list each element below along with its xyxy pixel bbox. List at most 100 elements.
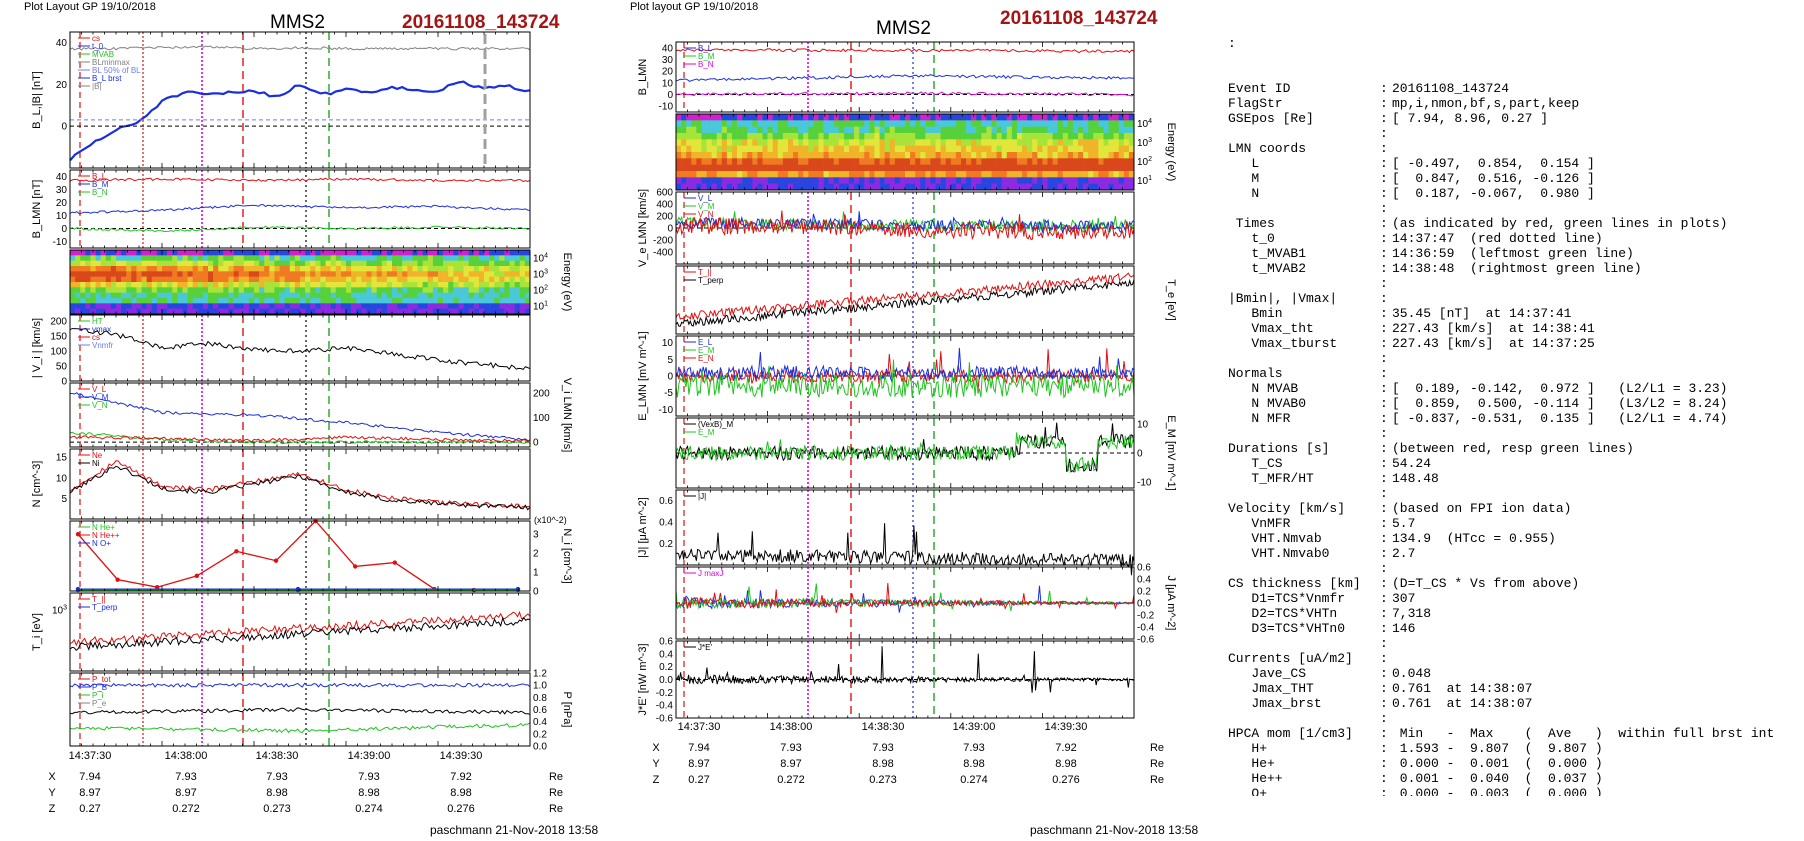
right-panel-10-cell	[1128, 133, 1135, 140]
right-panel-10-cell	[686, 158, 692, 165]
right-panel-10-cell	[1047, 171, 1053, 178]
param-separator: :	[1380, 546, 1388, 561]
right-panel-10-cell	[1072, 126, 1079, 134]
left-panel-2-cell	[146, 260, 153, 267]
right-panel-10-cell	[1118, 164, 1125, 172]
right-panel-10-cell	[1067, 164, 1074, 172]
right-panel-10-cell	[726, 139, 733, 146]
right-panel-10-cell	[798, 158, 804, 165]
left-panel-2-cell	[167, 308, 173, 315]
left-panel-2-cell	[75, 276, 81, 283]
right-panel-10-cell	[996, 171, 1002, 178]
left-panel-2-cell	[131, 276, 137, 283]
right-panel-10-cell	[1072, 152, 1079, 159]
left-panel-2-cell	[478, 308, 485, 315]
left-orbit-value: 0.27	[79, 803, 100, 815]
right-panel-10-cell	[1022, 183, 1028, 191]
left-panel-2-cell	[90, 282, 96, 288]
left-panel-2-cell	[100, 271, 107, 277]
right-panel-10-cell	[1047, 177, 1053, 184]
left-panel-2-cell	[192, 298, 199, 304]
left-panel-2-cell	[70, 260, 76, 267]
right-panel-10-cell	[859, 145, 865, 153]
left-panel-2-cell	[412, 271, 418, 277]
right-panel-10-cell	[854, 183, 860, 191]
left-panel-2-cell	[156, 308, 163, 315]
right-panel-10-cell	[925, 133, 931, 140]
left-panel-2-cell	[499, 298, 505, 304]
left-panel-2-cell	[458, 298, 464, 304]
left-panel-2-cell	[141, 255, 147, 261]
right-panel-10-cell	[818, 177, 824, 184]
right-panel-10-cell	[915, 171, 921, 178]
left-panel-2-cell	[248, 255, 255, 261]
right-panel-10-cell	[742, 152, 748, 159]
left-panel-2-cell	[443, 292, 449, 299]
right-panel-10-cell	[1027, 133, 1033, 140]
left-panel-2-cell	[315, 276, 321, 283]
left-panel-2-cell	[238, 255, 245, 261]
left-panel-2-cell	[320, 287, 326, 293]
right-panel-11-ytick: -200	[653, 236, 673, 247]
right-panel-10-cell	[874, 145, 880, 153]
left-panel-2-cell	[238, 308, 245, 315]
right-panel-10-cell	[1103, 164, 1109, 172]
right-panel-10-cell	[869, 139, 875, 146]
right-panel-10-cell	[706, 164, 712, 172]
left-panel-2-cell	[274, 271, 280, 277]
left-panel-2-ytick: 102	[533, 285, 548, 297]
right-panel-10-cell	[905, 139, 911, 146]
right-panel-10-cell	[935, 183, 941, 191]
left-panel-2-cell	[259, 292, 265, 299]
left-panel-2-cell	[121, 250, 127, 256]
left-panel-2-cell	[238, 287, 245, 293]
right-panel-10-cell	[849, 152, 855, 159]
right-panel-10-cell	[960, 126, 967, 134]
left-panel-2-cell	[182, 271, 188, 277]
left-event-title: 20161108_143724	[402, 12, 560, 33]
right-panel-10-cell	[1062, 120, 1069, 127]
right-panel-10-cell	[813, 183, 819, 191]
right-panel-10-cell	[813, 120, 819, 127]
left-panel-2-cell	[310, 308, 316, 315]
right-panel-10-cell	[1072, 164, 1079, 172]
left-panel-2-cell	[443, 282, 449, 288]
left-panel-2-cell	[340, 276, 347, 283]
left-panel-2-cell	[356, 255, 362, 261]
right-panel-10-ytick: 101	[1137, 175, 1152, 187]
right-panel-10-cell	[1037, 126, 1043, 134]
left-panel-2-cell	[218, 298, 224, 304]
left-panel-0-legend-entry: MVAB	[92, 50, 114, 59]
left-panel-2-cell	[182, 308, 188, 315]
left-panel-6-series-0	[77, 520, 475, 591]
left-panel-2-cell	[432, 298, 439, 304]
left-panel-2-cell	[146, 271, 153, 277]
param-separator: :	[1380, 696, 1388, 711]
left-panel-2-cell	[172, 308, 178, 315]
right-panel-10-cell	[813, 145, 819, 153]
right-panel-10-cell	[772, 145, 779, 153]
param-value: (D=T_CS * Vs from above)	[1392, 576, 1580, 591]
right-panel-10-cell	[767, 152, 773, 159]
left-panel-2-cell	[458, 282, 464, 288]
right-panel-10-cell	[905, 120, 911, 127]
right-orbit-value: 8.97	[780, 758, 801, 770]
left-panel-2-cell	[259, 276, 265, 283]
left-panel-2-cell	[151, 260, 158, 267]
left-panel-2-cell	[300, 266, 306, 272]
right-panel-10-cell	[986, 133, 992, 140]
left-panel-2-cell	[75, 266, 81, 272]
right-panel-10-cell	[696, 126, 702, 134]
right-panel-10-cell	[1113, 145, 1120, 153]
left-panel-2-cell	[514, 271, 521, 277]
right-panel-10-cell	[859, 139, 865, 146]
left-panel-2-cell	[121, 266, 127, 272]
param-separator: :	[1380, 456, 1388, 471]
left-panel-2-cell	[126, 276, 132, 283]
param-label: N MFR	[1228, 411, 1291, 426]
left-panel-8-legend-entry: P_e	[92, 699, 107, 708]
left-panel-2-cell	[269, 260, 275, 267]
right-panel-10-cell	[752, 126, 758, 134]
left-panel-2-cell	[443, 250, 449, 256]
left-panel-2-cell	[402, 292, 408, 299]
